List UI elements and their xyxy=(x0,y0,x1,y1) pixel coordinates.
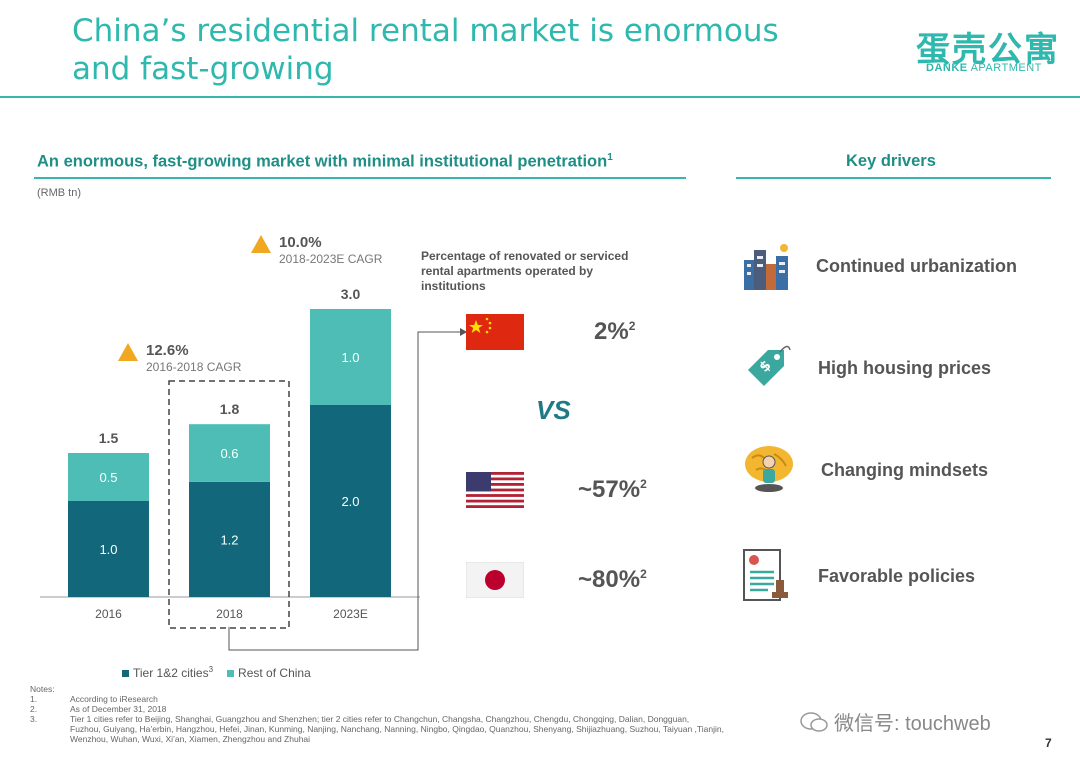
china-percentage-sup: 2 xyxy=(628,319,636,333)
bar-total-label: 1.8 xyxy=(220,401,240,417)
connector-line xyxy=(228,331,460,651)
china-flag-icon xyxy=(466,314,524,350)
page-title: China’s residential rental market is eno… xyxy=(72,12,832,88)
city-buildings-icon xyxy=(744,244,788,290)
x-tick-label: 2018 xyxy=(216,607,243,621)
legend-label-rest: Rest of China xyxy=(238,665,311,680)
title-line-1: China’s residential rental market is eno… xyxy=(72,13,779,49)
note-number xyxy=(30,724,70,734)
note-number: 2. xyxy=(30,704,38,714)
bar-segment-tier12-2016 xyxy=(68,501,149,597)
title-line-2: and fast-growing xyxy=(72,51,334,87)
bar-total-label: 3.0 xyxy=(341,286,361,302)
usa-percentage: ~57%2 xyxy=(578,476,647,504)
china-percentage-value: 2% xyxy=(594,318,629,345)
legend-label-tier12: Tier 1&2 cities xyxy=(133,666,209,680)
bar-segment-tier12-2018 xyxy=(189,481,270,597)
usa-percentage-sup: 2 xyxy=(640,477,647,491)
legend-item-tier12: Tier 1&2 cities3 xyxy=(122,665,213,680)
wechat-watermark: 微信号: touchweb xyxy=(800,707,991,736)
driver-changing-mindsets: Changing mindsets xyxy=(821,460,989,480)
note-text: Tier 1 cities refer to Beijing, Shanghai… xyxy=(70,714,690,724)
chart-unit-label: (RMB tn) xyxy=(37,187,81,199)
notes-block: Notes: 1. According to iResearch 2. As of D… xyxy=(30,684,930,744)
highlight-box-2018 xyxy=(168,380,290,629)
logo-english: DANKE APARTMENT xyxy=(926,62,1042,74)
note-text: Wenzhou, Wuhan, Wuxi, Xi’an, Xiamen, Zhe… xyxy=(70,734,311,744)
japan-flag-icon xyxy=(466,562,524,598)
left-section-heading-sup: 1 xyxy=(607,152,613,163)
bar-segment-rest-2023E xyxy=(310,309,391,405)
cagr-up-triangle-icon xyxy=(118,343,138,361)
legend-swatch-tier12 xyxy=(122,670,129,678)
watermark-text: 微信号: touchweb xyxy=(834,713,991,735)
note-text: According to iResearch xyxy=(70,694,158,704)
x-tick-label: 2023E xyxy=(333,607,368,621)
connector-arrow xyxy=(460,328,467,336)
driver-housing-prices: High housing prices xyxy=(818,358,992,378)
cagr-label: 2016-2018 CAGR xyxy=(146,360,242,374)
bar-value-label: 1.2 xyxy=(220,532,238,547)
note-row: Wenzhou, Wuhan, Wuxi, Xi’an, Xiamen, Zhe… xyxy=(30,734,930,744)
stacked-bar-chart: 1.0 0.5 1.5 2016 1.2 0.6 1.8 2018 2.0 1.0 3.0 2023E… xyxy=(40,234,420,629)
cagr-value: 10.0% xyxy=(279,234,322,251)
comparison-label: Percentage of renovated or serviced rent… xyxy=(421,249,629,293)
note-row: 2. As of December 31, 2018 xyxy=(30,704,930,714)
notes-list: 1. According to iResearch 2. As of December… xyxy=(30,694,930,744)
left-section-rule xyxy=(34,177,686,179)
logo-english-rest: APARTMENT xyxy=(967,62,1042,74)
bar-value-label: 1.0 xyxy=(99,542,117,557)
legend-item-rest: Rest of China xyxy=(227,666,311,680)
title-divider xyxy=(0,96,1080,98)
brain-person-icon xyxy=(745,446,793,492)
bar-value-label: 0.6 xyxy=(220,446,238,461)
driver-favorable-policies: Favorable policies xyxy=(818,566,976,586)
note-row: 3. Tier 1 cities refer to Beijing, Shangh… xyxy=(30,714,930,724)
japan-percentage-value: ~80% xyxy=(578,566,641,593)
bar-segment-tier12-2023E xyxy=(310,405,391,597)
chart-legend: Tier 1&2 cities3 Rest of China xyxy=(122,665,311,680)
note-row: Fuzhou, Guiyang, Ha’erbin, Hangzhou, Hef… xyxy=(30,724,930,734)
left-section-heading: An enormous, fast-growing market with mi… xyxy=(37,152,613,172)
left-section-heading-text: An enormous, fast-growing market with mi… xyxy=(37,152,608,171)
driver-urbanization: Continued urbanization xyxy=(816,256,1017,276)
note-row: 1. According to iResearch xyxy=(30,694,930,704)
usa-percentage-value: ~57% xyxy=(578,476,641,503)
document-stamp-icon xyxy=(743,549,788,601)
note-number: 3. xyxy=(30,714,38,724)
note-text: As of December 31, 2018 xyxy=(70,704,167,714)
vs-label: VS xyxy=(536,395,571,425)
legend-swatch-rest xyxy=(227,669,235,677)
note-text: Fuzhou, Guiyang, Ha’erbin, Hangzhou, Hef… xyxy=(70,724,724,734)
bar-total-label: 1.5 xyxy=(99,430,119,446)
bar-segment-rest-2018 xyxy=(189,424,270,482)
notes-heading: Notes: xyxy=(30,684,55,694)
cagr-up-triangle-icon xyxy=(251,235,271,253)
annotations-layer: 12.6%2016-2018 CAGR 10.0%2018-2023E CAGR xyxy=(118,234,383,629)
japan-percentage: ~80%2 xyxy=(578,566,647,594)
x-tick-label: 2016 xyxy=(95,607,122,621)
bar-segment-rest-2016 xyxy=(68,453,149,501)
bar-value-label: 0.5 xyxy=(99,470,117,485)
bar-value-label: 1.0 xyxy=(341,350,359,365)
cagr-value: 12.6% xyxy=(146,342,189,359)
cagr-label: 2018-2023E CAGR xyxy=(279,252,383,266)
japan-percentage-sup: 2 xyxy=(640,567,647,581)
right-section-rule xyxy=(736,177,1051,179)
bars-layer: 1.0 0.5 1.5 2016 1.2 0.6 1.8 2018 2.0 1.0 3.0 2023E xyxy=(40,286,420,621)
wechat-icon xyxy=(800,711,828,732)
page-number: 7 xyxy=(1045,736,1052,750)
note-number xyxy=(30,734,70,744)
right-section-heading: Key drivers xyxy=(846,152,936,170)
note-number: 1. xyxy=(30,694,38,704)
price-tag-icon: $ xyxy=(748,345,791,386)
bar-value-label: 2.0 xyxy=(341,494,359,509)
usa-flag-icon xyxy=(466,472,524,508)
china-percentage: 2%2 xyxy=(594,318,635,346)
logo-english-bold: DANKE xyxy=(926,62,968,74)
legend-label-tier12-sup: 3 xyxy=(208,665,214,674)
logo-chinese: 蛋壳公寓 xyxy=(916,31,1060,69)
